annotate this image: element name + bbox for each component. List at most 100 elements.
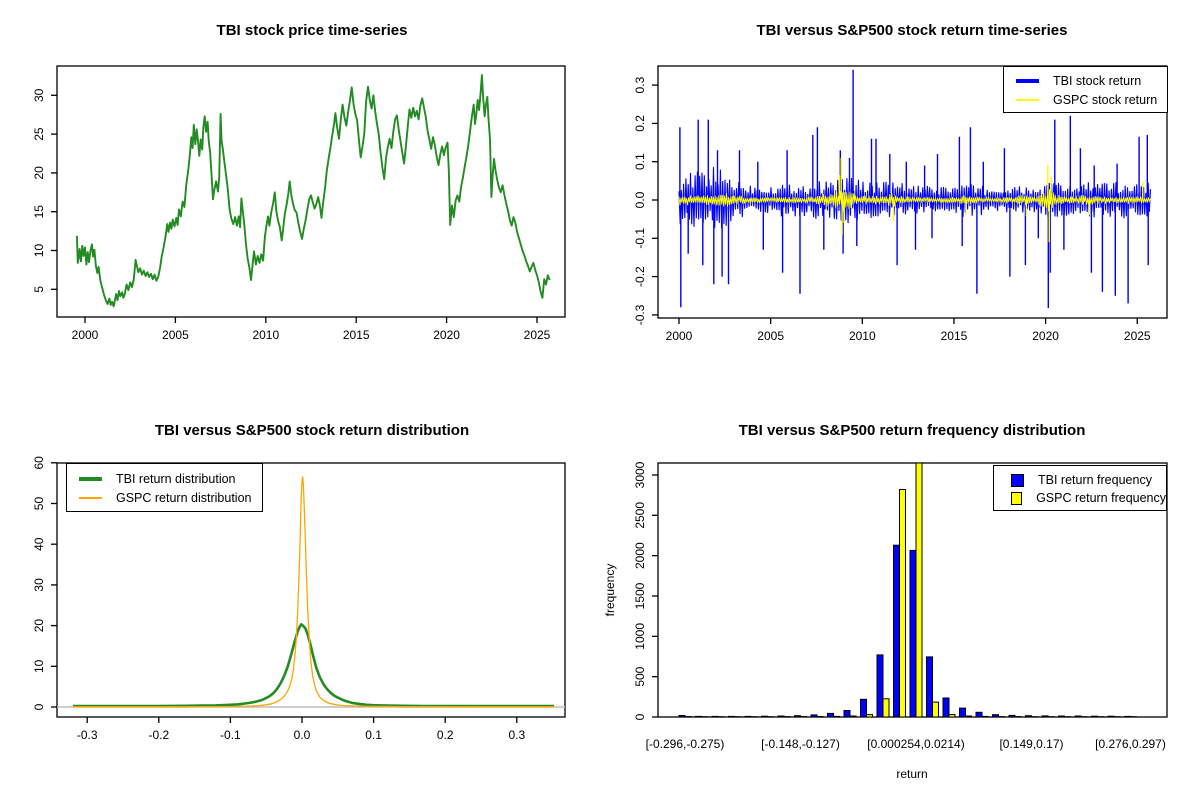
- x-tick-label: 0.3: [508, 728, 525, 742]
- bin-range-label: [-0.148,-0.127): [761, 737, 840, 751]
- y-tick-label: 0.1: [633, 153, 647, 170]
- x-tick-label: 2005: [162, 328, 189, 342]
- gspc-frequency-bar: [833, 715, 840, 718]
- x-tick-label: 2025: [524, 328, 551, 342]
- y-tick-label: 0.3: [633, 76, 647, 93]
- legend-label: GSPC return distribution: [116, 491, 252, 506]
- y-tick-label: 0: [633, 713, 647, 720]
- plot-box: [657, 65, 1168, 319]
- frequency-chart: 0 500 1000 1500 2000 2500 3000 [-0.296,-0.275) […: [633, 461, 1168, 751]
- y-tick-label: 500: [633, 666, 647, 686]
- x-tick-label: 0.0: [294, 728, 311, 742]
- y-tick-label: -0.1: [633, 228, 647, 249]
- gspc-frequency-bar: [948, 714, 956, 718]
- bin-range-label: [-0.296,-0.275): [646, 737, 725, 751]
- tbi-return-spikes: [679, 69, 1149, 308]
- tbi-frequency-bar: [1124, 715, 1131, 718]
- tbi-frequency-bar: [1091, 715, 1098, 718]
- y-tick-label: 3000: [633, 461, 647, 488]
- bin-range-label: [0.149,0.17): [999, 737, 1063, 751]
- tbi-frequency-bar: [1041, 715, 1049, 718]
- frequency-y-axis-label: frequency: [603, 563, 617, 617]
- legend-color-box: [1011, 473, 1024, 487]
- x-tick-label: 2005: [757, 329, 784, 343]
- density-chart: -0.3 -0.2 -0.1 0.0 0.1 0.2 0.3 0 10 20 30 40 50 60: [32, 456, 566, 742]
- plot-box: [56, 65, 566, 318]
- y-tick-label: 2000: [633, 542, 647, 569]
- y-tick-label: -0.3: [633, 304, 647, 325]
- legend-color-line: [1016, 79, 1039, 84]
- gspc-frequency-bar: [849, 715, 857, 718]
- tbi-density-curve: [72, 623, 554, 708]
- tbi-frequency-bar: [959, 707, 966, 718]
- x-tick-label: 2000: [72, 328, 99, 342]
- x-tick-label: -0.1: [220, 728, 241, 742]
- y-tick-label: 30: [32, 88, 46, 102]
- legend-label: TBI stock return: [1053, 74, 1142, 89]
- tbi-frequency-bar: [876, 654, 884, 718]
- panel-density-chart: TBI versus S&P500 stock return distribut…: [0, 400, 600, 800]
- tbi-frequency-bar: [711, 715, 719, 718]
- tbi-frequency-bar: [909, 549, 917, 718]
- tbi-frequency-bar: [1074, 715, 1082, 718]
- density-chart-title: TBI versus S&P500 stock return distribut…: [154, 422, 470, 439]
- panel-price-chart: TBI stock price time-series 2000 2005 2010…: [0, 0, 600, 400]
- gspc-density-curve: [72, 476, 554, 708]
- legend-entry: GSPC return distribution: [79, 489, 262, 507]
- x-tick-label: 2010: [252, 328, 279, 342]
- y-tick-label: 2500: [633, 502, 647, 529]
- legend-label: TBI return distribution: [116, 471, 236, 486]
- x-tick-label: 2015: [343, 328, 370, 342]
- y-tick-label: 0.2: [633, 115, 647, 132]
- frequency-legend: TBI return frequency GSPC return frequenc…: [993, 465, 1167, 511]
- legend-entry: GSPC return frequency: [1006, 489, 1166, 507]
- x-tick-label: 2000: [666, 329, 693, 343]
- tbi-frequency-bar: [992, 714, 999, 718]
- y-tick-label: 5: [32, 286, 46, 293]
- returns-chart: 2000 2005 2010 2015 2020 2025 -0.3 -0.2 -0.1 0.0 0…: [633, 65, 1168, 343]
- x-tick-label: 2020: [433, 328, 460, 342]
- gspc-return-spikes: [838, 157, 1144, 243]
- gspc-frequency-bar: [882, 698, 890, 718]
- y-tick-label: 15: [32, 205, 46, 219]
- y-tick-label: 20: [32, 619, 46, 633]
- y-tick-label: 30: [32, 578, 46, 592]
- gspc-frequency-bar: [816, 716, 824, 718]
- returns-legend: TBI stock return GSPC stock return: [1003, 66, 1168, 113]
- legend-entry: TBI stock return: [1016, 72, 1167, 90]
- tbi-frequency-bar: [695, 715, 702, 718]
- legend-entry: TBI return frequency: [1006, 471, 1166, 489]
- x-tick-label: 0.1: [365, 728, 382, 742]
- y-tick-label: 20: [32, 166, 46, 180]
- y-tick-label: 1000: [633, 623, 647, 650]
- y-tick-label: 10: [32, 244, 46, 258]
- legend-color-line: [79, 476, 102, 481]
- gspc-return-band: [678, 189, 1151, 212]
- gspc-frequency-bar: [899, 489, 906, 718]
- x-tick-label: 0.2: [437, 728, 454, 742]
- tbi-frequency-bar: [860, 698, 867, 718]
- tbi-frequency-bar: [1107, 715, 1115, 718]
- gspc-frequency-bar: [965, 715, 972, 718]
- frequency-chart-title: TBI versus S&P500 return frequency distr…: [738, 422, 1086, 439]
- y-tick-label: -0.2: [633, 266, 647, 287]
- y-tick-label: 40: [32, 537, 46, 551]
- y-tick-label: 50: [32, 497, 46, 511]
- tbi-frequency-bar: [744, 715, 752, 718]
- returns-chart-title: TBI versus S&P500 stock return time-seri…: [756, 22, 1068, 39]
- x-tick-label: -0.3: [77, 728, 98, 742]
- tbi-frequency-bar: [926, 656, 933, 718]
- y-tick-label: 0: [32, 703, 46, 710]
- x-tick-label: 2025: [1124, 329, 1151, 343]
- y-tick-label: 25: [32, 127, 46, 141]
- tbi-frequency-bar: [678, 715, 686, 718]
- gspc-frequency-bar: [915, 462, 923, 718]
- panel-frequency-chart: TBI versus S&P500 return frequency distr…: [600, 400, 1200, 800]
- y-tick-label: 1500: [633, 582, 647, 609]
- tbi-frequency-bar: [810, 714, 818, 718]
- y-tick-label: 60: [32, 456, 46, 470]
- tbi-frequency-bar: [777, 715, 785, 718]
- tbi-frequency-bar: [975, 711, 983, 718]
- legend-label: GSPC return frequency: [1036, 491, 1166, 505]
